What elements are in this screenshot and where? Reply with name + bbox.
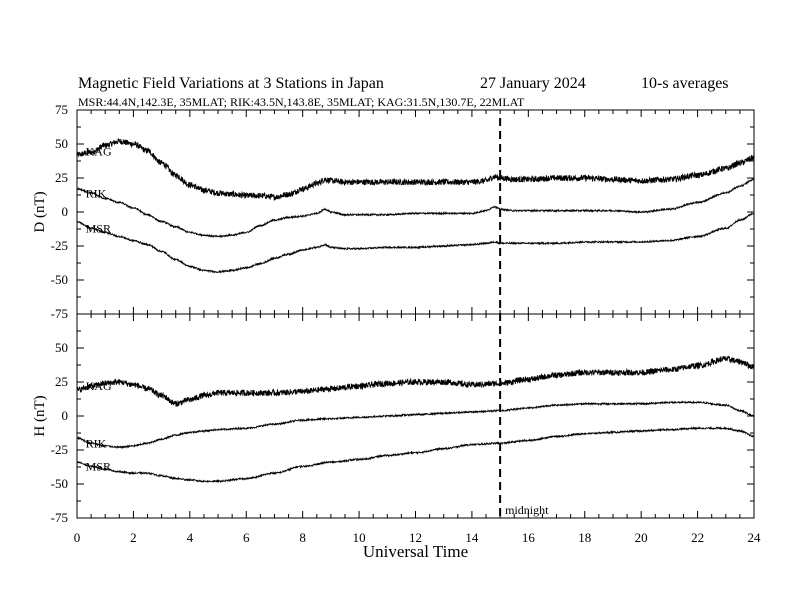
x-tick-label: 10 (353, 530, 366, 545)
x-tick-label: 20 (635, 530, 648, 545)
series-line-kag (76, 138, 755, 201)
y-tick-label: -50 (51, 272, 68, 287)
series-label-kag: KAG (86, 144, 112, 158)
x-tick-label: 2 (130, 530, 137, 545)
y-tick-label: 0 (62, 204, 69, 219)
y-axis-title: D (nT) (32, 191, 48, 232)
series-label-msr: MSR (86, 222, 111, 236)
chart-date: 27 January 2024 (480, 75, 586, 92)
x-tick-label: 4 (187, 530, 194, 545)
y-tick-label: -50 (51, 476, 68, 491)
y-tick-label: 75 (55, 102, 68, 117)
x-tick-label: 6 (243, 530, 250, 545)
panel-0: 75 50 25 0 -25 -50 -75 D (nT) KAG RIK MSR (32, 102, 755, 321)
y-tick-label: 25 (55, 170, 68, 185)
y-axis-title: H (nT) (32, 395, 48, 436)
x-tick-label: 24 (748, 530, 762, 545)
x-tick-label: 18 (578, 530, 591, 545)
chart-title: Magnetic Field Variations at 3 Stations … (78, 75, 384, 92)
series-line-rik (76, 178, 755, 239)
x-tick-label: 22 (691, 530, 704, 545)
x-tick-label: 14 (465, 530, 479, 545)
x-tick-label: 0 (74, 530, 81, 545)
y-tick-label: -75 (51, 510, 68, 525)
plot-area: 75 50 25 0 -25 -50 -75 D (nT) KAG RIK MSR 50 25 0 -25 -… (32, 102, 761, 561)
series-label-msr: MSR (86, 460, 111, 474)
y-tick-label: -25 (51, 238, 68, 253)
series-label-rik: RIK (86, 436, 107, 450)
x-tick-label: 16 (522, 530, 536, 545)
series-label-kag: KAG (86, 379, 112, 393)
series-label-rik: RIK (86, 187, 107, 201)
panel-frame (76, 313, 755, 519)
x-tick-label: 8 (299, 530, 306, 545)
y-tick-label: -25 (51, 442, 68, 457)
y-tick-label: 0 (62, 408, 69, 423)
series-line-msr (76, 425, 755, 484)
series-line-rik (76, 400, 755, 450)
x-tick-label: 12 (409, 530, 422, 545)
chart-subtitle: MSR:44.4N,142.3E, 35MLAT; RIK:43.5N,143.… (78, 95, 525, 109)
chart-averaging: 10-s averages (641, 75, 729, 92)
y-tick-label: 50 (55, 340, 68, 355)
midnight-marker-label: midnight (505, 503, 549, 517)
series-line-msr (76, 211, 755, 274)
y-tick-label: 50 (55, 136, 68, 151)
panel-1: 50 25 0 -25 -50 -75 H (nT) KAG RIK MSR (32, 313, 755, 525)
series-line-kag (76, 355, 755, 407)
x-axis-title: Universal Time (363, 542, 468, 561)
y-tick-label: 25 (55, 374, 68, 389)
y-tick-label: -75 (51, 306, 68, 321)
